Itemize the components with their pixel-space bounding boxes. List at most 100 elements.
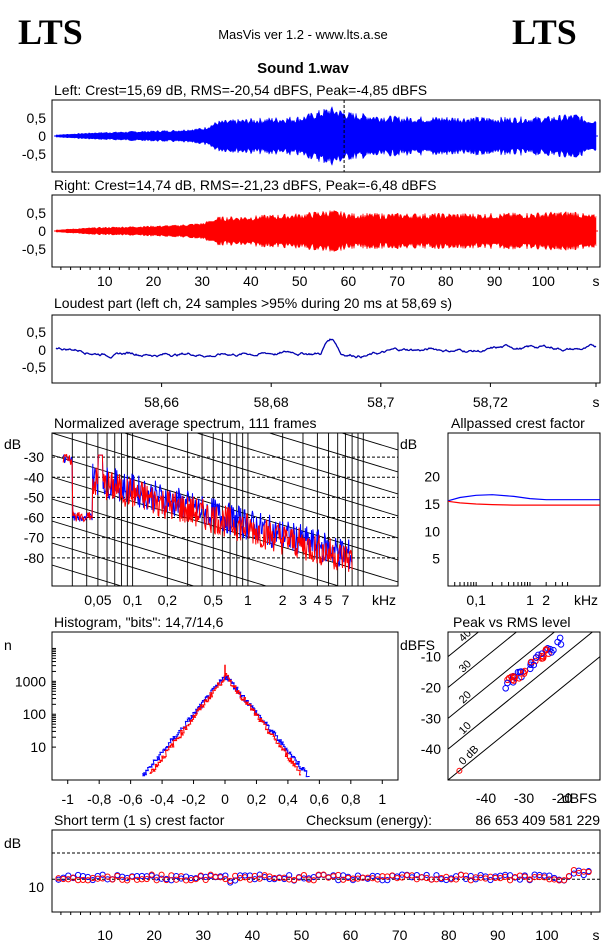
crest-point — [70, 874, 77, 881]
x-tick-label: s — [593, 927, 600, 943]
y-tick-label: -30 — [421, 710, 441, 726]
peak-rms-x-ticks: -40 -30 -20 — [476, 790, 572, 806]
rms-point — [532, 654, 540, 661]
crest-point — [335, 871, 342, 879]
x-tick-label: 80 — [438, 273, 454, 289]
peak-rms-xlabel: dBFS — [562, 790, 597, 806]
slope-line — [267, 433, 398, 473]
x-tick-label: 58,66 — [144, 394, 179, 410]
histogram-plot — [52, 647, 310, 778]
spectrum-y-ticks: -30 -40 -50 -60 -70 -80 — [24, 449, 44, 566]
right-waveform-title: Right: Crest=14,74 dB, RMS=-21,23 dBFS, … — [54, 177, 436, 193]
allpassed-frame — [447, 432, 601, 587]
crest-point — [143, 875, 150, 883]
x-tick-label: -0,8 — [87, 791, 111, 807]
y-tick: 0,5 — [27, 205, 47, 221]
rms-point — [502, 684, 509, 692]
crest-point — [168, 877, 175, 884]
checksum-label: Checksum (energy): — [306, 812, 432, 828]
crest-point — [546, 872, 553, 879]
crest-series — [447, 500, 600, 506]
crest-point — [222, 872, 229, 879]
histogram-series — [142, 675, 310, 778]
x-tick-label: 2 — [279, 592, 287, 608]
y-tick-label: 100 — [23, 706, 47, 722]
crest-point — [173, 876, 180, 883]
slope-line — [52, 675, 398, 780]
x-tick-label: 30 — [194, 273, 210, 289]
crest-point — [232, 877, 239, 884]
right-waveform-fill — [54, 209, 598, 253]
y-tick-label: 10 — [30, 739, 46, 755]
crest-point — [148, 871, 155, 878]
crest-point — [487, 876, 494, 884]
rms-point — [521, 667, 529, 675]
x-tick-label: 0,6 — [310, 791, 330, 807]
crest-point — [506, 877, 514, 884]
allpassed-crest-title: Allpassed crest factor — [451, 415, 585, 431]
x-tick-label: 58,7 — [367, 394, 394, 410]
crest-point — [423, 871, 430, 879]
crest-point — [457, 871, 465, 878]
histogram-x-ticks: -1 -0,8 -0,6 -0,4 -0,2 0 0,2 0,4 0,6 0,8 1 — [62, 780, 386, 807]
x-tick-label: 1 — [244, 592, 252, 608]
loudest-part-panel: Loudest part (left ch, 24 samples >95% d… — [22, 295, 601, 410]
crest-point — [109, 876, 116, 883]
histogram-title: Histogram, "bits": 14,7/14,6 — [54, 614, 224, 630]
x-tick-label: 58,72 — [473, 394, 508, 410]
y-tick-label: -50 — [24, 489, 44, 505]
rms-point — [556, 634, 564, 642]
y-tick: -0,5 — [22, 359, 46, 375]
y-tick-label: 5 — [432, 551, 440, 567]
spectrum-right-series — [62, 454, 353, 572]
peak-rms-ylabel: dBFS — [400, 637, 435, 653]
peak-rms-frame — [447, 631, 601, 781]
x-tick-label: 3 — [299, 592, 307, 608]
short-term-crest-panel: Short term (1 s) crest factor Checksum (… — [4, 812, 601, 943]
x-tick-label: 40 — [243, 273, 259, 289]
x-tick-label: 0,1 — [466, 592, 486, 608]
x-tick-label: 0,05 — [84, 592, 111, 608]
left-waveform-fill — [54, 105, 598, 167]
allpassed-y-ticks: 20 15 10 5 — [424, 469, 440, 567]
x-tick-label: -30 — [514, 790, 534, 806]
x-tick-label: -0,2 — [181, 791, 205, 807]
rms-point — [526, 665, 534, 673]
histogram-series — [149, 673, 302, 776]
rms-point — [543, 646, 551, 653]
x-tick-label: -20 — [552, 790, 572, 806]
short-term-ylabel: dB — [4, 835, 21, 851]
y-tick-label: -30 — [24, 449, 44, 465]
y-tick-label: -10 — [421, 649, 441, 665]
crest-point — [433, 872, 440, 879]
crest-point — [570, 867, 578, 874]
loudest-part-title: Loudest part (left ch, 24 samples >95% d… — [54, 295, 452, 311]
slope-line — [340, 433, 398, 451]
y-tick-label: -80 — [24, 550, 44, 566]
crest-point — [286, 872, 293, 879]
rms-point — [530, 661, 538, 669]
crest-point — [398, 874, 406, 881]
file-name: Sound 1.wav — [257, 60, 349, 77]
x-tick-label: -40 — [476, 790, 496, 806]
rms-point — [517, 668, 525, 675]
crest-point — [335, 877, 342, 884]
crest-point — [168, 872, 175, 879]
rms-point — [510, 673, 518, 681]
allpassed-x-ticks: 0,1 1 2 kHz — [466, 592, 598, 608]
slope-line — [52, 697, 398, 802]
x-tick-label: 80 — [441, 927, 457, 943]
crest-point — [251, 872, 258, 880]
slope-line — [52, 719, 398, 824]
x-tick-label: kHz — [372, 592, 396, 608]
crest-point — [300, 871, 308, 879]
loudest-time-ticks: 58,66 58,68 58,7 58,72 s — [144, 383, 600, 410]
y-tick: 0 — [38, 128, 46, 144]
crest-point — [565, 872, 573, 880]
y-tick: 10 — [28, 879, 44, 895]
rms-point — [504, 679, 511, 687]
y-tick-label: -40 — [24, 469, 44, 485]
short-term-title: Short term (1 s) crest factor — [54, 812, 225, 828]
rms-point — [527, 661, 534, 669]
